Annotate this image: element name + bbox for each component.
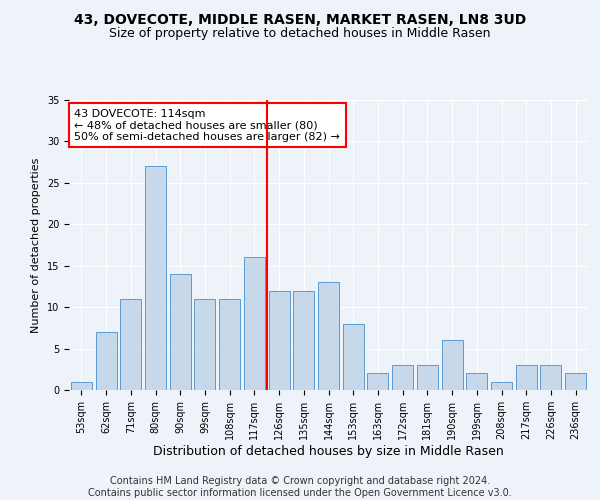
Bar — [194, 299, 215, 390]
Bar — [244, 258, 265, 390]
Bar — [343, 324, 364, 390]
Bar — [219, 299, 240, 390]
Bar — [565, 374, 586, 390]
Bar — [442, 340, 463, 390]
Y-axis label: Number of detached properties: Number of detached properties — [31, 158, 41, 332]
Bar — [466, 374, 487, 390]
Bar — [170, 274, 191, 390]
Bar — [293, 290, 314, 390]
Text: Contains HM Land Registry data © Crown copyright and database right 2024.
Contai: Contains HM Land Registry data © Crown c… — [88, 476, 512, 498]
Bar — [491, 382, 512, 390]
Text: 43, DOVECOTE, MIDDLE RASEN, MARKET RASEN, LN8 3UD: 43, DOVECOTE, MIDDLE RASEN, MARKET RASEN… — [74, 12, 526, 26]
Bar — [392, 365, 413, 390]
Bar — [120, 299, 141, 390]
Bar — [516, 365, 537, 390]
Bar — [269, 290, 290, 390]
Bar — [541, 365, 562, 390]
Text: 43 DOVECOTE: 114sqm
← 48% of detached houses are smaller (80)
50% of semi-detach: 43 DOVECOTE: 114sqm ← 48% of detached ho… — [74, 108, 340, 142]
Bar — [145, 166, 166, 390]
Bar — [318, 282, 339, 390]
Bar — [95, 332, 116, 390]
Text: Size of property relative to detached houses in Middle Rasen: Size of property relative to detached ho… — [109, 28, 491, 40]
Bar — [71, 382, 92, 390]
Bar — [367, 374, 388, 390]
X-axis label: Distribution of detached houses by size in Middle Rasen: Distribution of detached houses by size … — [153, 444, 504, 458]
Bar — [417, 365, 438, 390]
